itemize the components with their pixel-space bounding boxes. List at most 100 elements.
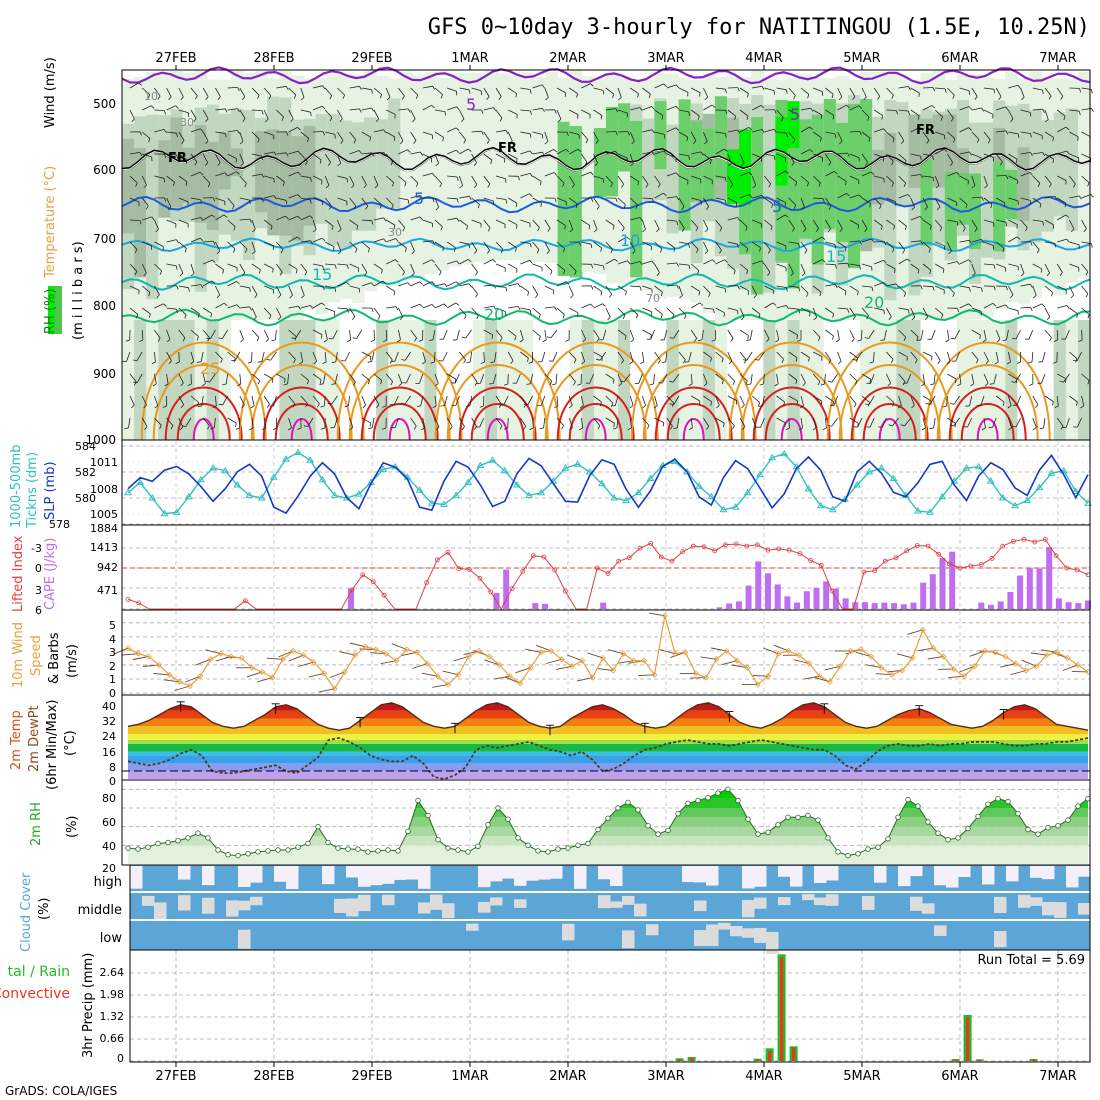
wind-barb-flag	[284, 378, 286, 383]
wind-barb	[983, 373, 989, 384]
wind-barb-flag	[969, 151, 972, 156]
wind-barb-flag	[1017, 133, 1020, 138]
wind-barb	[929, 395, 936, 405]
boundary-layer-contour	[446, 364, 549, 441]
wind-barb-flag	[313, 361, 317, 365]
lifted-index-marker	[1064, 565, 1070, 571]
wind-barb-flag	[620, 360, 624, 364]
wind-barb-flag	[746, 270, 749, 275]
wind-barb	[361, 241, 370, 249]
wind-barb-flag	[334, 134, 336, 139]
cape-bar	[910, 602, 917, 609]
wind-barb	[1008, 131, 1019, 135]
wind-barb	[434, 219, 443, 227]
wind-barb-flag	[185, 159, 188, 164]
rh-cell	[448, 73, 462, 267]
wind-barb	[1057, 305, 1067, 309]
thickness-marker	[865, 468, 874, 475]
wind-barb-flag	[466, 361, 471, 364]
wind-barb	[508, 219, 518, 226]
wind-barb	[1020, 263, 1025, 274]
wind-barb-flag	[329, 117, 333, 122]
wind-barb	[727, 129, 738, 133]
wind-barb-flag	[498, 96, 502, 100]
wind-barb	[642, 351, 645, 362]
wind-barb-flag	[984, 185, 988, 189]
wind-barb-flag	[1035, 404, 1039, 408]
thickness-marker	[780, 449, 789, 457]
wind-barb	[922, 105, 933, 111]
wind-barb-flag	[741, 404, 745, 409]
wind-barb-flag	[396, 339, 401, 343]
wind-barb	[752, 260, 762, 265]
rh-cell	[908, 114, 922, 189]
wind-barb	[837, 175, 847, 182]
wind-barb-flag	[151, 361, 156, 365]
wind-barb	[190, 128, 201, 133]
wind-barb-flag	[461, 426, 465, 430]
wind-barb-flag	[673, 427, 678, 429]
wind-barb-10m	[710, 647, 727, 652]
wind-barb	[825, 197, 832, 207]
wind-barb	[715, 373, 724, 381]
rh-marker	[515, 835, 521, 841]
wind-barb-flag	[491, 334, 493, 339]
wind-barb-flag	[832, 115, 835, 120]
wind-barb-flag	[1080, 405, 1085, 409]
wind-barb-flag	[157, 95, 161, 100]
cape-bar	[881, 602, 888, 609]
date-label: 1MAR	[451, 51, 488, 66]
wind-barb-flag	[468, 283, 472, 288]
wind-barb-flag	[486, 96, 490, 100]
wind-barb	[873, 219, 883, 227]
rh-band	[128, 808, 1088, 818]
date-label: 5MAR	[843, 51, 880, 66]
wind-barb-flag	[928, 248, 931, 253]
wind-barb-flag	[932, 156, 934, 161]
date-label: 1MAR	[451, 1069, 488, 1084]
wind-barb-flag	[432, 85, 436, 90]
wind-barb	[480, 373, 485, 384]
wind-barb	[393, 395, 399, 406]
cloud-cell	[598, 895, 611, 909]
wind-barb-flag	[1036, 249, 1040, 254]
boundary-layer-contour	[850, 386, 929, 441]
rh-cell	[158, 320, 171, 440]
wind-barb-flag	[987, 139, 991, 144]
wind-barb-flag	[962, 227, 966, 232]
wind-barb	[849, 395, 857, 405]
wind-barb-flag	[1066, 238, 1070, 243]
wind-speed-marker	[558, 656, 565, 663]
wind-barb-flag	[940, 116, 943, 121]
wind-barb-flag	[493, 305, 497, 310]
wind-barb	[483, 197, 494, 202]
wind-barb	[251, 153, 262, 157]
wind-barb-flag	[760, 105, 765, 109]
lifted-index-marker	[936, 551, 942, 557]
wind-barb-flag	[467, 148, 472, 152]
wind-barb-flag	[220, 359, 223, 363]
rh-cell	[1065, 108, 1079, 231]
wind-barb-flag	[761, 129, 765, 133]
wind-barb	[800, 373, 806, 384]
wind-barb	[629, 395, 634, 406]
wind-barb-flag	[200, 199, 202, 204]
wind-barb-flag	[197, 405, 203, 408]
wind-barb	[276, 197, 287, 201]
wind-barb	[995, 153, 1003, 163]
wind-barb	[556, 263, 565, 271]
wind-barb-flag	[956, 261, 960, 265]
rh-marker	[395, 848, 401, 854]
wind-barb-flag	[342, 94, 345, 99]
wind-barb-flag	[573, 381, 576, 386]
thickness-marker	[452, 491, 460, 498]
wind-barb	[568, 417, 573, 428]
wind-barb	[568, 263, 577, 272]
boundary-layer-contour	[862, 403, 917, 441]
lifted-index-marker	[136, 600, 142, 606]
cloud-cell	[706, 924, 719, 947]
wind-speed-marker	[754, 681, 761, 688]
wind-barb	[532, 417, 534, 429]
ylabel-temperature: Temperature (°C)	[43, 166, 58, 279]
cloud-cell	[142, 895, 155, 906]
